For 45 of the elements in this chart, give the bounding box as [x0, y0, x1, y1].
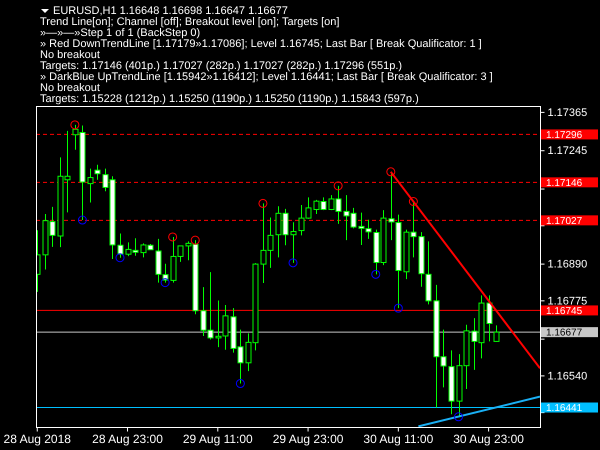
text: Targets: 1.17146 (401p.) 1.17027 (282p.) 1.17027 (282p.) 1.17296 (551p.) — [40, 60, 402, 72]
point — [454, 412, 464, 422]
y-tick-label: 1.16890 — [548, 258, 588, 271]
x-tick-label: 28 Aug 23:00 — [92, 432, 164, 446]
point — [288, 258, 298, 268]
text: »—»—»Step 1 of 1 (BackStep 0) — [40, 27, 200, 39]
point — [371, 270, 380, 279]
point — [258, 198, 268, 208]
point — [78, 216, 87, 225]
text: » Red DownTrendLine [1.17179»1.17086]; Level 1.16745; Last Bar [ Break Qualificator: 1 ] — [40, 38, 482, 50]
point — [236, 379, 245, 388]
candlestick — [486, 294, 492, 342]
text: No breakout — [40, 49, 100, 61]
point — [334, 181, 343, 190]
point — [408, 197, 418, 206]
x-tick-label: 30 Aug 11:00 — [363, 432, 434, 446]
x-tick-label: 29 Aug 23:00 — [272, 432, 344, 446]
candlestick — [88, 168, 94, 203]
ref-line-label: 1.16745 — [546, 306, 583, 317]
y-tick-label: 1.17365 — [548, 106, 588, 119]
x-tick-label: 30 Aug 23:00 — [453, 432, 524, 446]
ref-line-label: 1.17027 — [546, 216, 583, 227]
y-tick-label: 1.16540 — [548, 370, 588, 382]
y-tick-label: 1.16775 — [548, 295, 588, 308]
text: No breakout — [40, 82, 100, 94]
candlestick — [94, 164, 100, 180]
point — [168, 232, 178, 242]
y-tick-label: 1.17245 — [548, 145, 588, 158]
ref-line-label: 1.17296 — [546, 130, 583, 141]
ref-line-label: 1.16677 — [546, 328, 583, 339]
text: Trend Line[on]; Channel [off]; Breakout level [on]; Targets [on] — [40, 16, 340, 28]
ref-line-label: 1.17146 — [546, 178, 583, 189]
candlestick — [494, 324, 500, 342]
point — [386, 167, 396, 176]
ref-line-label: 1.16441 — [546, 403, 583, 414]
point — [70, 120, 80, 130]
text: Targets: 1.15228 (1212p.) 1.15250 (1190p.) 1.15250 (1190p.) 1.15843 (597p.) — [40, 93, 419, 105]
x-tick-label: 29 Aug 11:00 — [182, 432, 254, 446]
point — [160, 278, 170, 288]
x-tick-label: 28 Aug 2018 — [4, 432, 72, 446]
point — [190, 236, 200, 245]
chart-title: EURUSD,H1 1.16648 1.16698 1.16647 1.16677 — [53, 5, 288, 17]
point — [394, 304, 403, 313]
text: » DarkBlue UpTrendLine [1.15942»1.16412]; Level 1.16441; Last Bar [ Break Qualificator: 3 ] — [40, 71, 493, 83]
point — [116, 253, 124, 262]
